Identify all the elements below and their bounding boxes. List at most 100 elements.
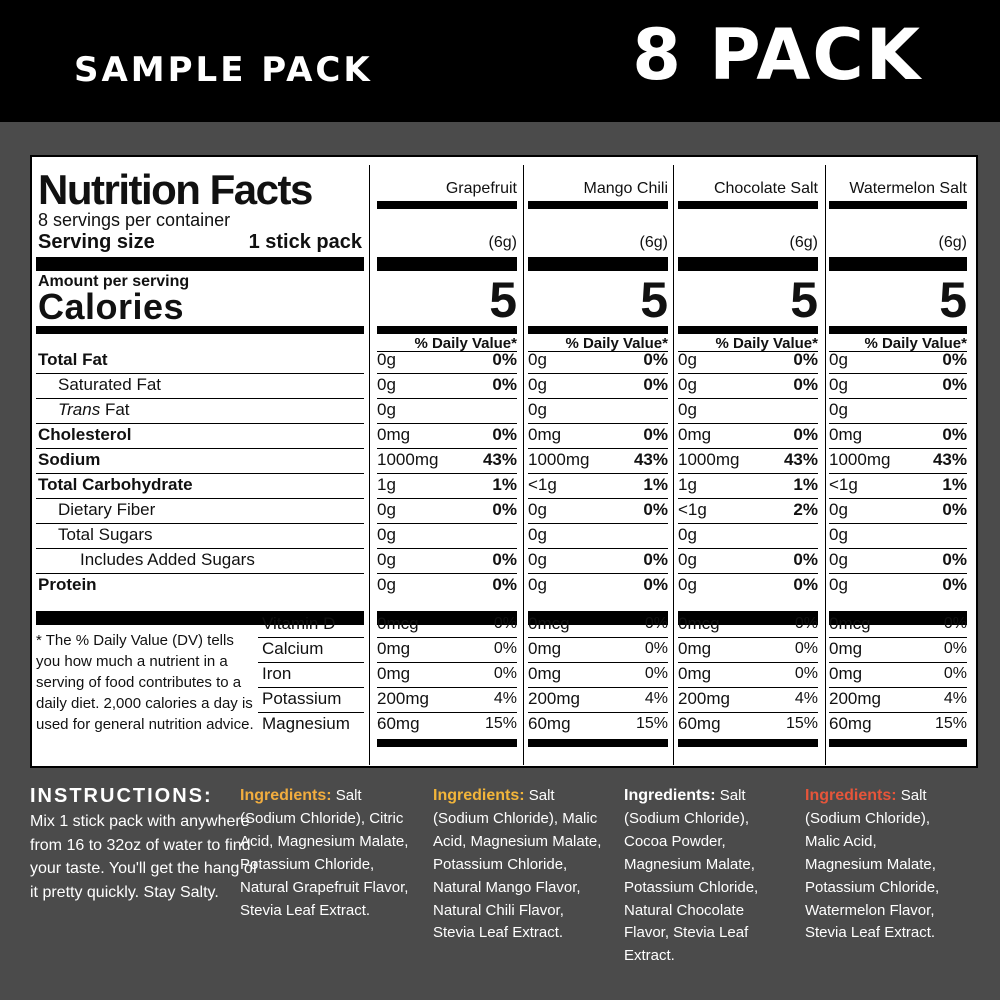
row-divider xyxy=(528,662,668,663)
row-divider xyxy=(829,662,967,663)
nutrient-amount: 1g xyxy=(377,475,396,494)
row-divider xyxy=(678,473,818,474)
nutrient-amount: 1000mg xyxy=(528,450,590,469)
mineral-amount: 60mg xyxy=(377,714,420,733)
nutrient-daily-value: 0% xyxy=(643,575,668,594)
ingredients-label: Ingredients: xyxy=(240,787,332,804)
row-divider xyxy=(36,423,364,424)
column-separator xyxy=(673,165,674,765)
nutrient-amount: 0g xyxy=(528,525,547,544)
nutrient-amount: <1g xyxy=(528,475,557,494)
divider xyxy=(528,326,668,334)
row-divider xyxy=(678,498,818,499)
nutrient-daily-value: 0% xyxy=(942,550,967,569)
nutrient-label: Sodium xyxy=(38,450,101,469)
divider xyxy=(528,611,668,625)
divider xyxy=(829,201,967,209)
ingredients-block: Ingredients: Salt (Sodium Chloride), Mal… xyxy=(805,785,955,945)
nutrient-label: Trans Fat xyxy=(58,401,130,418)
nutrient-daily-value: 0% xyxy=(643,375,668,394)
mineral-amount: 60mg xyxy=(678,714,721,733)
calories-label: Calories xyxy=(38,286,185,327)
divider xyxy=(678,257,818,271)
mineral-amount: 200mg xyxy=(528,689,580,708)
ingredients-block: Ingredients: Salt (Sodium Chloride), Cit… xyxy=(240,785,420,922)
mineral-label: Iron xyxy=(262,664,292,683)
row-divider xyxy=(678,351,818,352)
divider xyxy=(377,611,517,625)
row-divider xyxy=(377,523,517,524)
flavor-name: Mango Chili xyxy=(583,180,668,197)
row-divider xyxy=(528,423,668,424)
nutrient-daily-value: 0% xyxy=(643,350,668,369)
row-divider xyxy=(678,523,818,524)
nutrient-daily-value: 0% xyxy=(793,375,818,394)
nutrient-label-suffix: Fat xyxy=(104,400,130,419)
nutrient-amount: 1000mg xyxy=(377,450,439,469)
row-divider xyxy=(36,573,364,574)
serving-weight: (6g) xyxy=(639,234,668,251)
nutrient-amount: 0g xyxy=(678,575,697,594)
row-divider xyxy=(377,373,517,374)
row-divider xyxy=(377,712,517,713)
divider xyxy=(377,326,517,334)
row-divider xyxy=(829,423,967,424)
divider xyxy=(678,201,818,209)
row-divider xyxy=(36,373,364,374)
column-separator xyxy=(369,165,370,765)
nutrient-daily-value: 0% xyxy=(492,500,517,519)
row-divider xyxy=(36,473,364,474)
serving-weight: (6g) xyxy=(789,234,818,251)
mineral-daily-value: 4% xyxy=(644,690,668,707)
nutrient-daily-value: 43% xyxy=(783,450,818,469)
nutrient-amount: 0g xyxy=(528,500,547,519)
row-divider xyxy=(258,662,364,663)
row-divider xyxy=(258,712,364,713)
row-divider xyxy=(678,637,818,638)
mineral-amount: 0mg xyxy=(528,664,562,683)
nutrient-daily-value: 1% xyxy=(643,475,668,494)
daily-value-header: % Daily Value* xyxy=(565,335,668,352)
divider xyxy=(528,201,668,209)
ingredients-block: Ingredients: Salt (Sodium Chloride), Coc… xyxy=(624,785,784,968)
row-divider xyxy=(678,398,818,399)
daily-value-header: % Daily Value* xyxy=(715,335,818,352)
calories-value: 5 xyxy=(790,272,818,328)
mineral-amount: 0mcg xyxy=(528,614,570,633)
nutrient-daily-value: 1% xyxy=(942,475,967,494)
row-divider xyxy=(528,373,668,374)
nutrient-daily-value: 43% xyxy=(633,450,668,469)
nutrient-amount: 0g xyxy=(377,550,396,569)
serving-weight: (6g) xyxy=(488,234,517,251)
row-divider xyxy=(258,687,364,688)
nutrient-amount: 0g xyxy=(528,400,547,419)
row-divider xyxy=(829,373,967,374)
row-divider xyxy=(528,498,668,499)
row-divider xyxy=(829,712,967,713)
row-divider xyxy=(829,573,967,574)
ingredients-block: Ingredients: Salt (Sodium Chloride), Mal… xyxy=(433,785,603,945)
row-divider xyxy=(829,548,967,549)
divider xyxy=(377,201,517,209)
mineral-label: Potassium xyxy=(262,689,342,708)
divider xyxy=(678,739,818,747)
row-divider xyxy=(829,687,967,688)
mineral-amount: 60mg xyxy=(829,714,872,733)
nutrient-daily-value: 0% xyxy=(492,350,517,369)
mineral-daily-value: 15% xyxy=(934,715,967,732)
divider xyxy=(528,257,668,271)
row-divider xyxy=(258,637,364,638)
row-divider xyxy=(829,498,967,499)
nutrient-amount: 0g xyxy=(377,575,396,594)
serving-size-label: Serving size xyxy=(38,231,155,253)
nutrient-daily-value: 0% xyxy=(793,425,818,444)
row-divider xyxy=(36,448,364,449)
mineral-daily-value: 15% xyxy=(785,715,818,732)
row-divider xyxy=(829,637,967,638)
divider xyxy=(829,257,967,271)
row-divider xyxy=(377,351,517,352)
mineral-label: Magnesium xyxy=(262,714,350,733)
ingredients-label: Ingredients: xyxy=(805,787,897,804)
divider xyxy=(377,739,517,747)
mineral-daily-value: 0% xyxy=(644,615,668,632)
